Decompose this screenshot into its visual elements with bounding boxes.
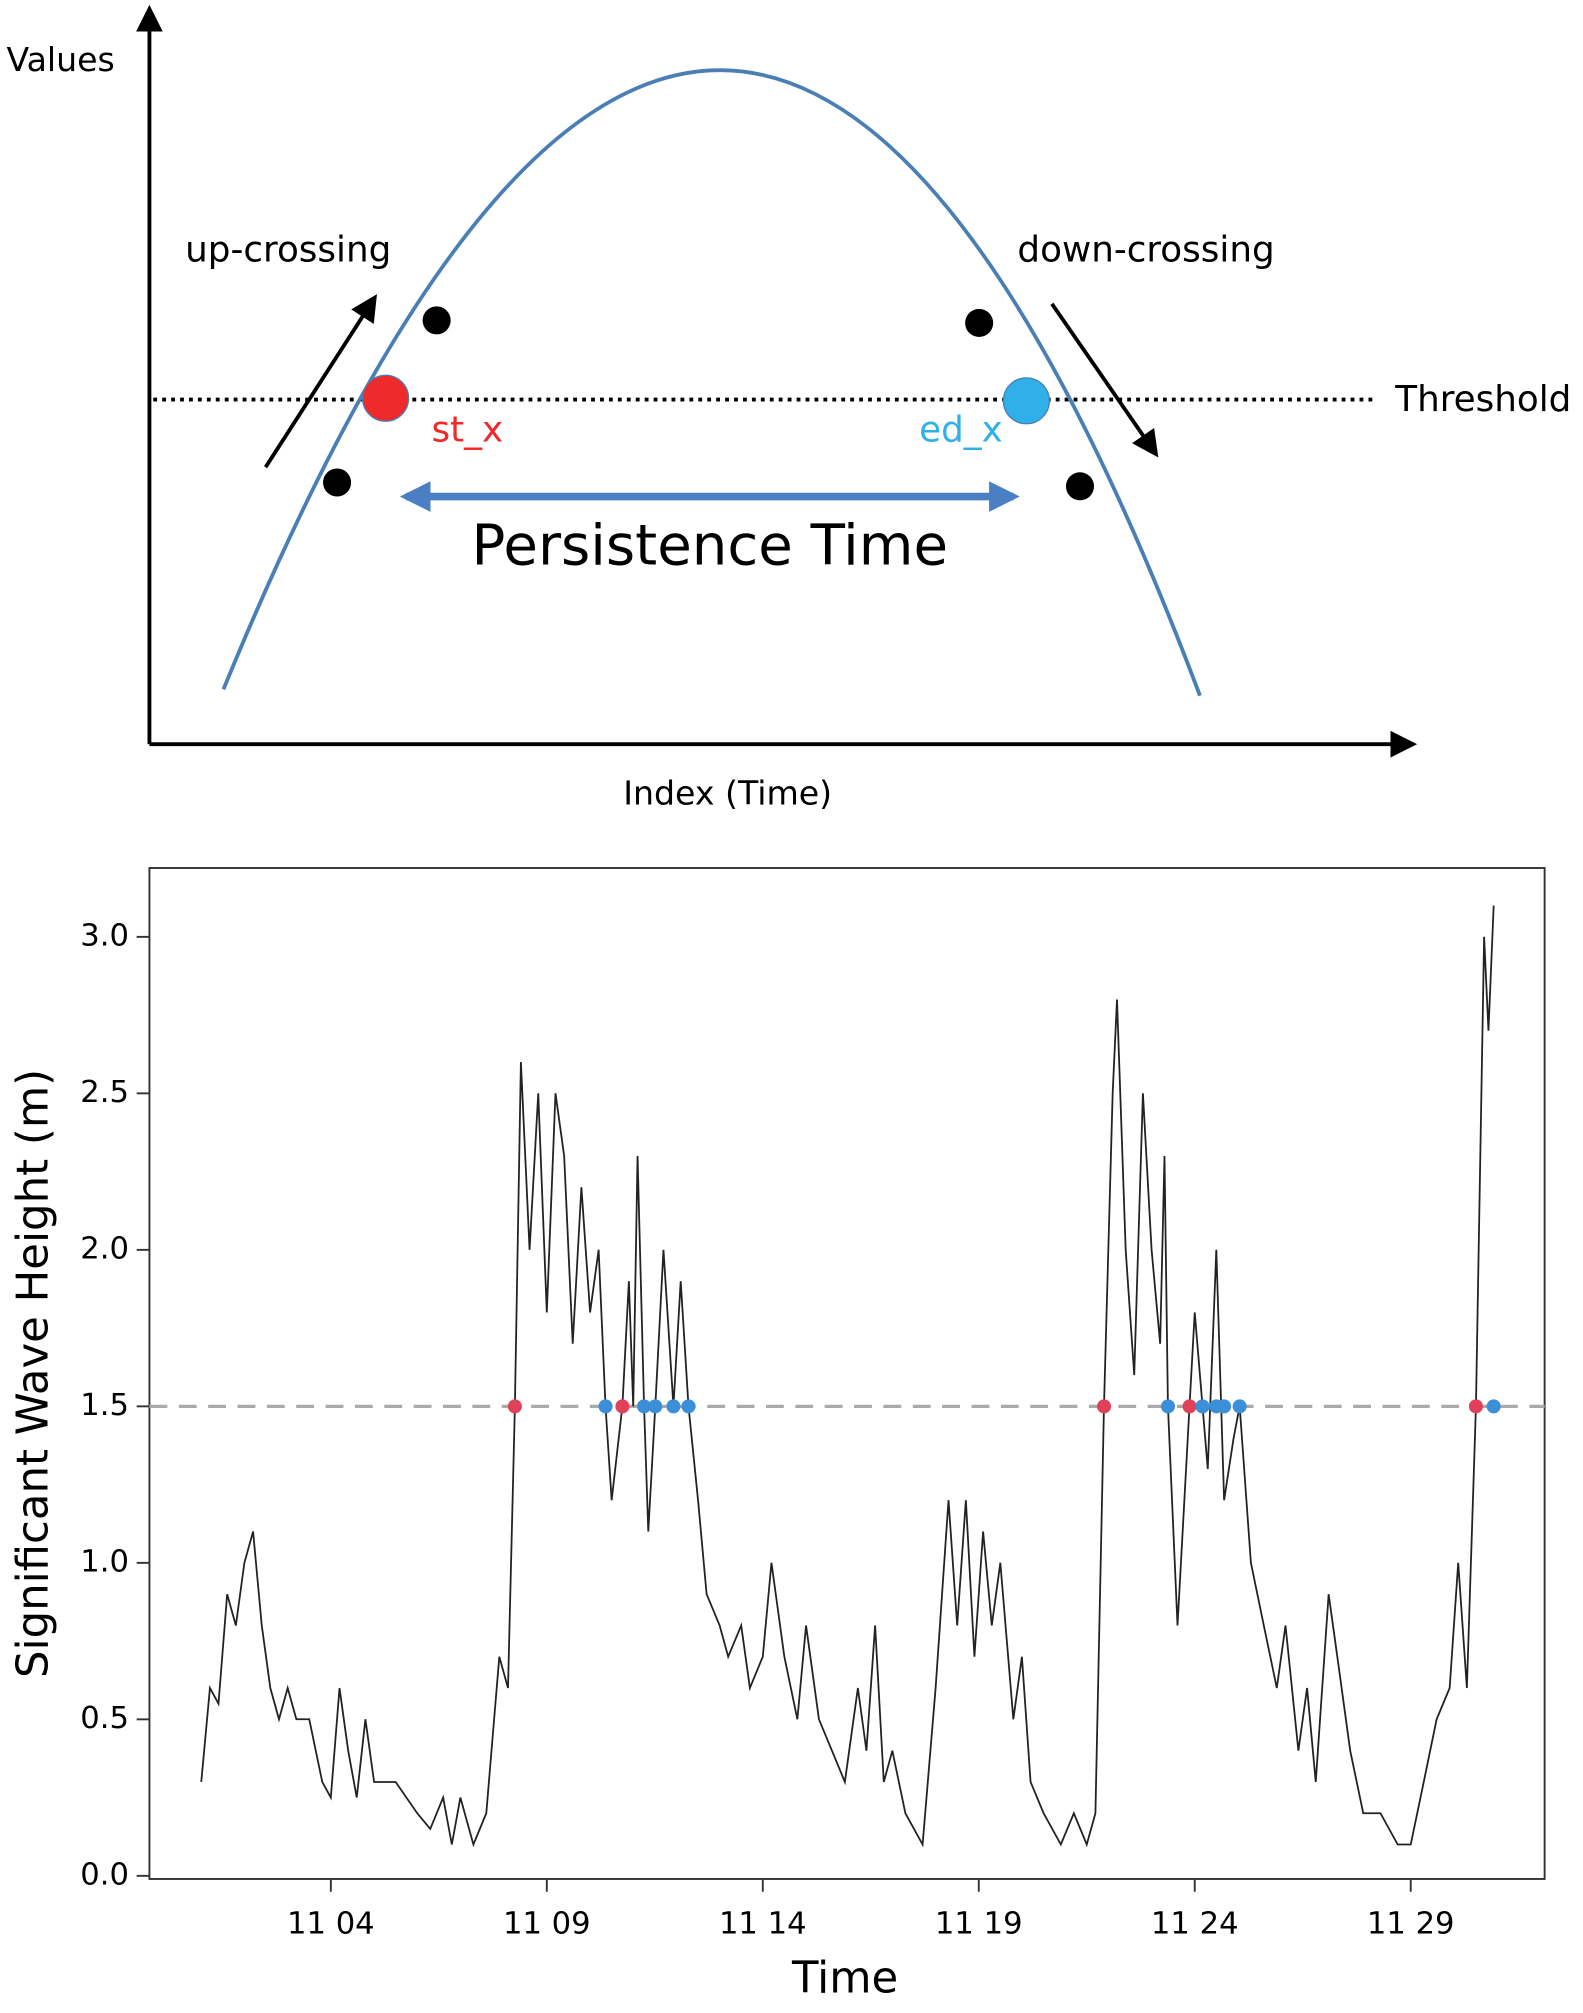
x-tick-label: 11 04 [287, 1906, 375, 1941]
crossing-point [648, 1399, 663, 1414]
up-label: up-crossing [185, 229, 391, 270]
crossing-point [1182, 1399, 1197, 1414]
x-axis-label: Index (Time) [623, 774, 832, 813]
crossing-point [1195, 1399, 1210, 1414]
start-label: st_x [432, 409, 504, 450]
x-tick-label: 11 19 [935, 1906, 1023, 1941]
threshold-label: Threshold [1394, 379, 1571, 420]
crossing-point [1232, 1399, 1247, 1414]
y-tick-label: 3.0 [80, 918, 129, 953]
x-tick-label: 11 09 [503, 1906, 591, 1941]
crossing-point [1468, 1399, 1483, 1414]
x-tick-label: 11 29 [1367, 1906, 1455, 1941]
crossing-point [1160, 1399, 1175, 1414]
crossing-point [598, 1399, 613, 1414]
end-point [1002, 377, 1050, 425]
end-label: ed_x [919, 409, 1003, 450]
y-tick-label: 2.0 [80, 1231, 129, 1266]
y-tick-label: 0.0 [80, 1857, 129, 1892]
x-axis-title: Time [791, 1954, 898, 2004]
curve [221, 68, 1202, 697]
wave-line [200, 905, 1495, 1848]
up-arrow [263, 294, 377, 469]
down-label: down-crossing [1017, 229, 1274, 270]
crossing-point [1097, 1399, 1112, 1414]
point [1065, 472, 1095, 501]
y-tick-label: 1.0 [80, 1544, 129, 1579]
point [965, 308, 994, 337]
crossing-point [1486, 1399, 1501, 1414]
crossing-point [1217, 1399, 1232, 1414]
y-axis-title: Significant Wave Height (m) [8, 1069, 58, 1678]
crossing-point [636, 1399, 652, 1414]
span-label: Persistence Time [472, 514, 948, 579]
point [422, 306, 451, 335]
start-point [361, 374, 410, 422]
down-arrow [1050, 302, 1159, 458]
crossing-point [507, 1399, 522, 1414]
y-tick-label: 2.5 [80, 1075, 129, 1110]
y-axis-label: Values [6, 40, 114, 79]
plot-frame [148, 867, 1546, 1880]
diagram: Values up-crossing down-crossing Thresho… [6, 4, 1571, 813]
crossing-point [666, 1399, 681, 1414]
y-tick-label: 1.5 [80, 1388, 129, 1423]
point [323, 468, 352, 497]
crossing-point [615, 1399, 630, 1414]
x-tick-label: 11 14 [719, 1906, 807, 1941]
crossing-point [681, 1399, 696, 1414]
x-tick-label: 11 24 [1151, 1906, 1239, 1941]
chart: Time Significant Wave Height (m) 0.0 0.5 1… [8, 867, 1546, 2004]
y-tick-label: 0.5 [80, 1701, 129, 1736]
